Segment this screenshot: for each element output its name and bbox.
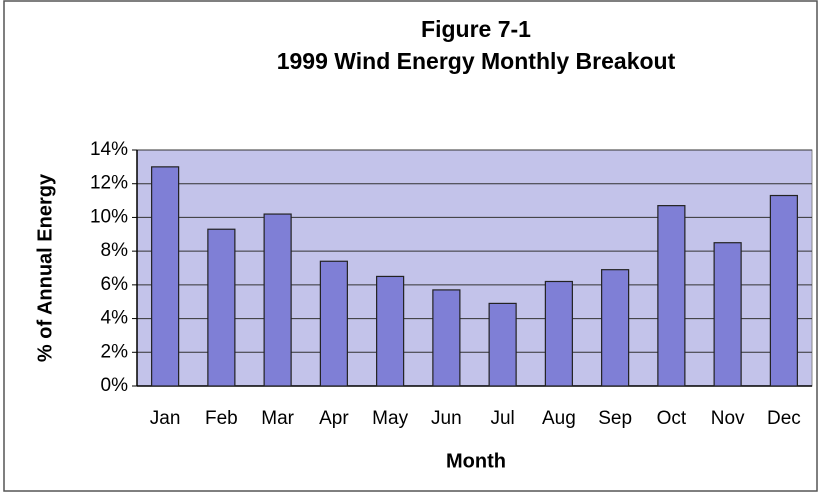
y-axis-title: % of Annual Energy [34, 173, 56, 362]
bar [151, 166, 180, 387]
bar [432, 289, 461, 387]
bar [713, 242, 742, 387]
y-tick-label: 14% [90, 139, 128, 160]
chart-title: Figure 7-1 [421, 16, 531, 42]
x-tick-label: Mar [261, 408, 294, 429]
x-tick-label: Oct [657, 408, 687, 429]
y-tick-label: 10% [90, 206, 128, 227]
x-tick-label: May [372, 408, 408, 429]
x-tick-label: Dec [767, 408, 801, 429]
bar [207, 228, 236, 387]
bar [376, 275, 405, 387]
bar [319, 260, 348, 387]
bar [657, 205, 686, 387]
x-tick-label: Sep [598, 408, 632, 429]
y-tick-label: 0% [101, 375, 129, 396]
bar [601, 269, 630, 387]
y-tick-label: 2% [101, 341, 129, 362]
y-tick-label: 6% [101, 274, 129, 295]
x-tick-label: Jun [431, 408, 462, 429]
x-tick-label: Apr [319, 408, 349, 429]
bar [263, 213, 292, 387]
chart-subtitle: 1999 Wind Energy Monthly Breakout [277, 48, 676, 74]
plot-area [136, 149, 813, 387]
x-tick-label: Aug [542, 408, 576, 429]
x-tick-label: Jan [150, 408, 181, 429]
y-tick-label: 8% [101, 240, 129, 261]
bar [769, 194, 798, 387]
x-axis-title: Month [446, 450, 506, 472]
y-tick-label: 12% [90, 173, 128, 194]
x-tick-label: Nov [711, 408, 745, 429]
x-tick-label: Jul [490, 408, 514, 429]
bar [488, 302, 517, 387]
x-tick-label: Feb [205, 408, 238, 429]
bar [544, 280, 573, 387]
y-tick-label: 4% [101, 308, 129, 329]
